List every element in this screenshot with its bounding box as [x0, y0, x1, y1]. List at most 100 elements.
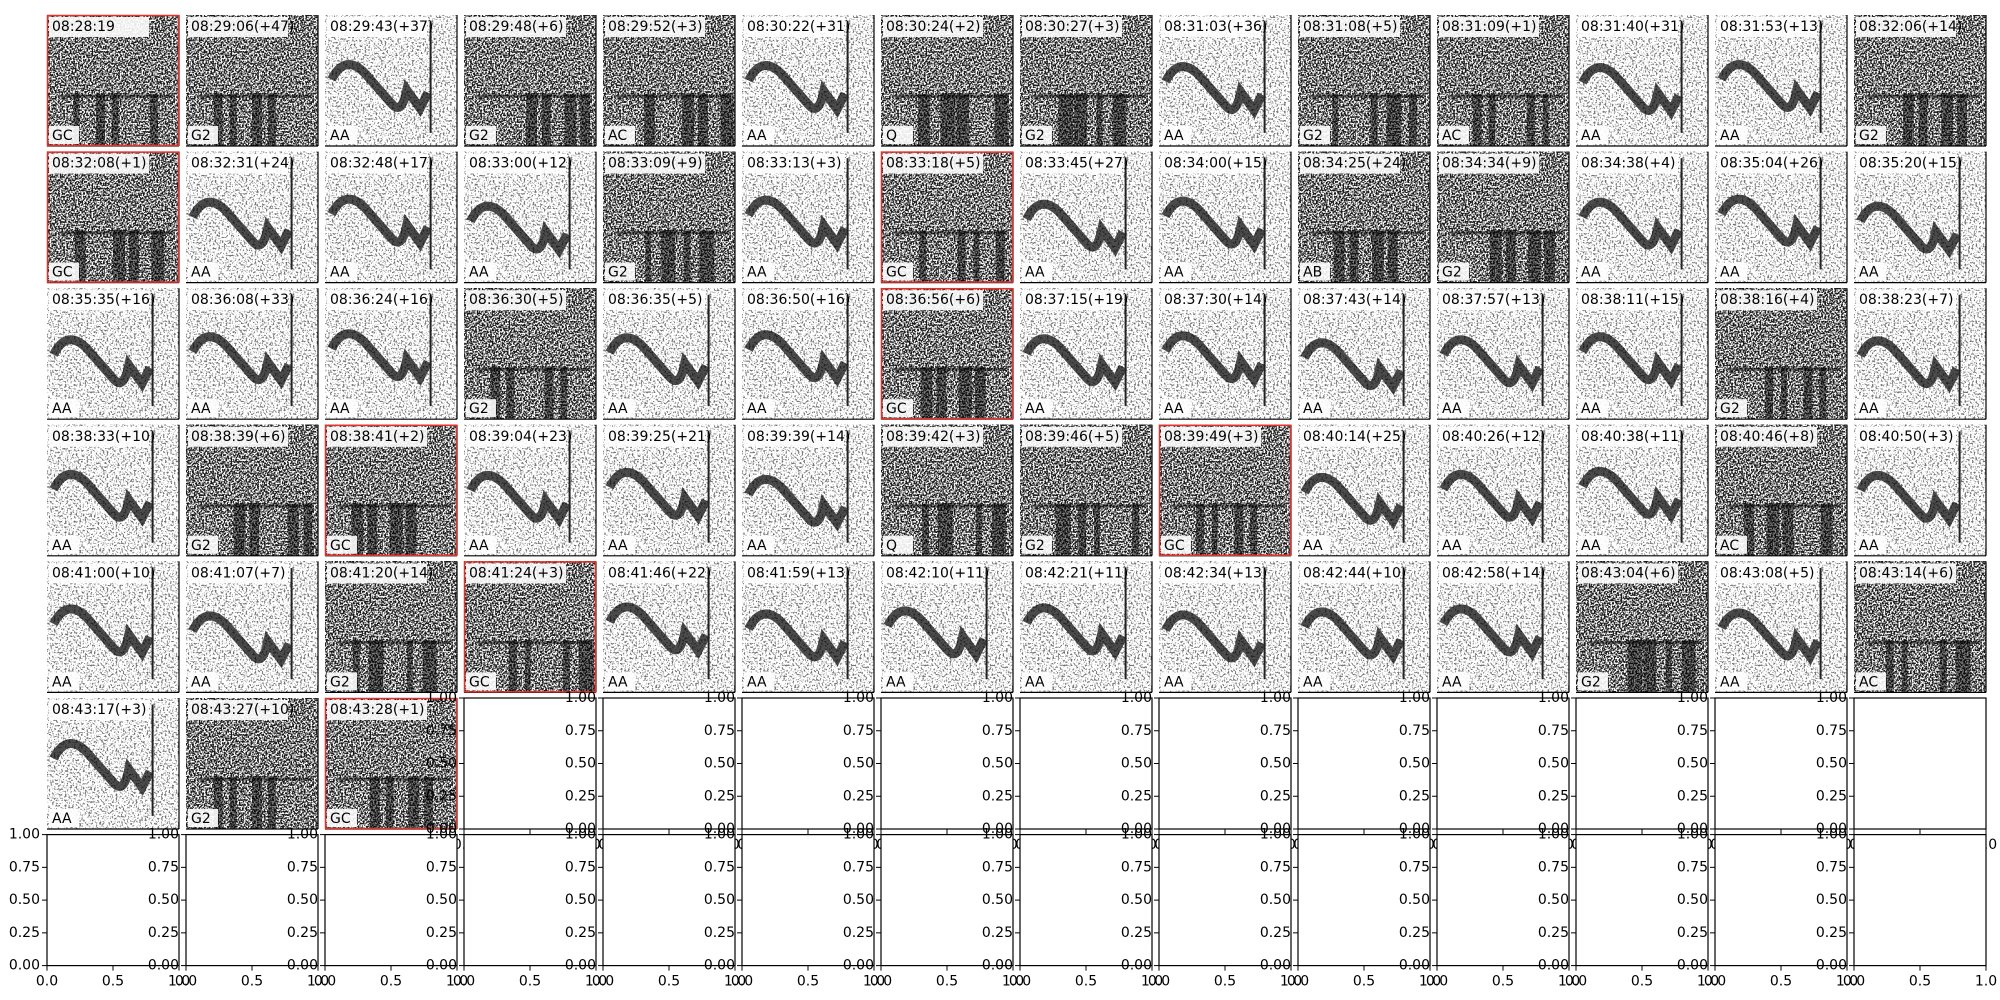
noise-block: [1627, 640, 1643, 693]
empty-axes: 0.00 0.25 0.50 0.75 1.00 0.0 0.5 1.0: [148, 827, 329, 990]
panel-label: AA: [1303, 401, 1323, 417]
empty-axes: 0.00 0.25 0.50 0.75 1.00 0.0 0.5 1.0: [1816, 827, 1997, 990]
y-tick-label: 0.25: [426, 925, 457, 941]
noise-block: [578, 640, 594, 693]
song-trace: [49, 335, 154, 393]
y-tick-label: 0.50: [287, 892, 318, 908]
y-tick-label: 1.00: [1260, 827, 1291, 843]
noise-block: [560, 366, 568, 420]
noise-block: [229, 776, 237, 829]
noise-block: [1505, 230, 1516, 283]
x-tick-label: 0.5: [241, 974, 263, 990]
title-bg: [1717, 563, 1817, 584]
y-tick-label: 1.00: [1538, 827, 1569, 843]
title-bg: [49, 290, 149, 311]
noise-block: [698, 93, 709, 146]
title-bg: [188, 426, 288, 447]
label-bg: [327, 399, 357, 418]
panel-title: 08:32:31(+24): [191, 156, 294, 172]
title-bg: [327, 290, 427, 311]
noise-block: [352, 640, 360, 693]
label-bg: [744, 672, 774, 691]
y-tick-label: 0.50: [1677, 756, 1708, 772]
y-tick-label: 0.50: [704, 756, 735, 772]
noise-block: [252, 93, 262, 146]
y-tick-label: 1.00: [287, 827, 318, 843]
y-tick-label: 0.00: [704, 958, 735, 974]
x-tick-label: 0.0: [1843, 974, 1865, 990]
noise-block: [1472, 93, 1482, 146]
y-tick-label: 0.50: [1538, 892, 1569, 908]
label-bg: [466, 535, 496, 554]
x-tick-label: 1.0: [1975, 974, 1997, 990]
panel-label: AC: [1859, 674, 1878, 690]
x-tick-label: 0.0: [175, 974, 197, 990]
song-trace: [1439, 604, 1544, 662]
x-tick-label: 0.0: [592, 974, 614, 990]
y-tick-label: 0.75: [1816, 723, 1847, 739]
panel-label: AA: [52, 674, 72, 690]
empty-axes: 0.00 0.25 0.50 0.75 1.00 0.0 0.5 1.0: [1538, 827, 1719, 990]
panel-title: 08:36:30(+5): [469, 292, 563, 308]
panel-label: AA: [1164, 401, 1184, 417]
x-tick-label: 1.0: [1836, 974, 1858, 990]
label-bg: [1439, 399, 1469, 418]
y-tick-label: 0.00: [1121, 821, 1152, 837]
x-tick-label: 1.0: [1141, 974, 1163, 990]
panel-label: AA: [1025, 265, 1045, 281]
noise-block: [580, 93, 591, 146]
panel-label: G2: [191, 128, 211, 144]
y-tick-label: 1.00: [1816, 690, 1847, 706]
title-bg: [466, 153, 566, 174]
song-trace: [744, 61, 849, 118]
song-trace: [605, 333, 710, 391]
x-tick-label: 0.5: [1770, 974, 1792, 990]
panel-title: 08:43:17(+3): [52, 702, 146, 718]
noise-block: [563, 640, 570, 693]
panel-title: 08:30:24(+2): [886, 19, 980, 35]
y-tick-label: 0.50: [1677, 892, 1708, 908]
song-trace: [1578, 197, 1683, 255]
spectrogram-panel: 08:36:50(+16) AA: [742, 288, 875, 420]
y-tick-label: 0.25: [1538, 925, 1569, 941]
noise-block: [213, 93, 223, 146]
label-bg: [605, 399, 635, 418]
title-bg: [1161, 426, 1261, 447]
y-tick-label: 0.25: [1121, 925, 1152, 941]
empty-axes: 0.00 0.25 0.50 0.75 1.00 0.0 0.5 1.0: [287, 827, 468, 990]
noise-block: [564, 93, 577, 146]
x-tick-label: 0.0: [453, 974, 475, 990]
panel-title: 08:39:49(+3): [1164, 429, 1258, 445]
panel-label: AA: [1164, 265, 1184, 281]
y-tick-label: 0.25: [843, 925, 874, 941]
x-tick-label: 0.0: [1287, 974, 1309, 990]
panel-title: 08:39:46(+5): [1025, 429, 1119, 445]
panel-title: 08:34:38(+4): [1581, 156, 1675, 172]
label-bg: [1717, 126, 1747, 144]
axes-frame: [324, 833, 458, 967]
title-bg: [605, 290, 705, 311]
song-trace: [327, 60, 432, 117]
noise-block: [1526, 93, 1535, 146]
title-bg: [327, 153, 427, 174]
panel-title: 08:36:08(+33): [191, 292, 294, 308]
noise-block: [1901, 640, 1908, 693]
noise-block: [937, 503, 953, 556]
title-bg: [1578, 426, 1678, 447]
panel-label: AA: [1303, 674, 1323, 690]
highlight-frame: [324, 424, 458, 557]
label-bg: [744, 126, 774, 144]
label-bg: [744, 535, 774, 554]
y-tick-label: 1.00: [1816, 827, 1847, 843]
panel-label: AA: [1164, 128, 1184, 144]
spectrogram-panel: 08:33:13(+3) AA: [742, 151, 875, 284]
label-bg: [49, 809, 79, 827]
panel-title: 08:39:42(+3): [886, 429, 980, 445]
label-bg: [1161, 672, 1191, 691]
panel-label: Q: [886, 128, 897, 144]
panel-label: G2: [1581, 674, 1601, 690]
noise-block: [1885, 640, 1894, 693]
y-tick-label: 0.25: [1399, 788, 1430, 804]
y-tick-label: 1.00: [1260, 690, 1291, 706]
y-tick-label: 1.00: [1121, 690, 1152, 706]
